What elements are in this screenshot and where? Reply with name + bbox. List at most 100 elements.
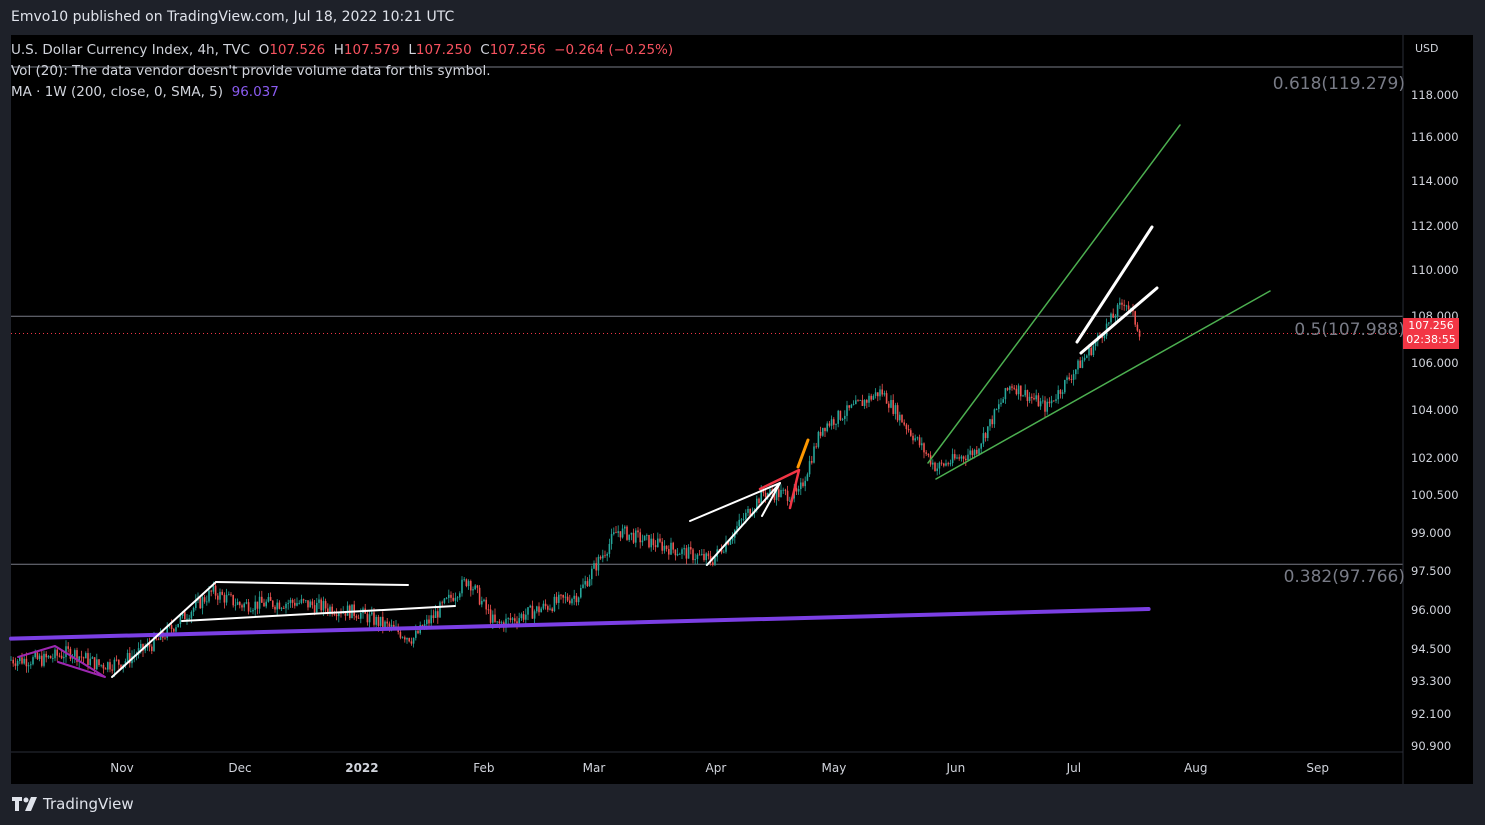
candle-body (932, 462, 934, 465)
candle-body (1090, 347, 1092, 356)
candle-body (709, 556, 712, 563)
candle-body (190, 611, 193, 619)
legend-high: 107.579 (343, 42, 400, 58)
candle-body (1046, 401, 1048, 412)
candle-body (34, 652, 36, 658)
candle-body (705, 553, 707, 561)
candle-body (382, 616, 384, 627)
candle-body (725, 541, 727, 552)
x-tick-label: Jul (1066, 761, 1081, 775)
legend-ma[interactable]: MA · 1W (200, close, 0, SMA, 5) 96.037 (11, 84, 279, 100)
y-tick-label: 99.000 (1411, 526, 1451, 540)
candle-body (890, 400, 892, 408)
candle-body (749, 509, 751, 516)
legend-volume[interactable]: Vol (20): The data vendor doesn't provid… (11, 63, 491, 79)
candle-body (1004, 388, 1007, 400)
candle-body (124, 661, 127, 665)
tradingview-logo[interactable]: TradingView (12, 795, 134, 813)
y-tick-label: 92.100 (1411, 707, 1451, 721)
candle-body (441, 602, 443, 604)
candle-body (311, 601, 314, 606)
candle-body (828, 423, 831, 426)
candle-body (839, 410, 842, 420)
candle-body (371, 612, 373, 615)
candle-body (958, 457, 960, 459)
candle-body (784, 489, 787, 491)
candle-body (830, 419, 833, 426)
candle-body (184, 611, 186, 620)
y-tick-label: 104.000 (1411, 403, 1459, 417)
candle-body (714, 557, 716, 565)
candle-body (894, 405, 897, 414)
candle-body (1112, 313, 1114, 318)
candle-body (639, 532, 641, 543)
candle-body (98, 659, 100, 666)
candle-body (461, 579, 463, 594)
chart-area[interactable] (11, 35, 1473, 784)
candle-body (302, 599, 305, 601)
candle-body (624, 526, 626, 529)
last-price-badge: 107.256 02:38:55 (1403, 318, 1459, 350)
candle-body (247, 602, 250, 612)
candle-body (987, 426, 989, 438)
candle-body (984, 433, 987, 438)
last-price: 107.256 (1408, 319, 1454, 333)
candle-body (1081, 360, 1084, 368)
candle-body (1044, 400, 1046, 412)
impulse-orange (796, 438, 810, 469)
candle-body (947, 463, 949, 465)
candle-body (1066, 377, 1068, 380)
candle-body (903, 422, 905, 425)
candle-body (833, 419, 835, 425)
candle-body (318, 599, 320, 603)
candle-body (1006, 388, 1009, 390)
candle-body (679, 553, 681, 555)
candle-body (560, 594, 562, 596)
candle-body (164, 637, 166, 639)
candle-body (892, 400, 894, 414)
candle-body (943, 463, 945, 466)
candle-body (542, 603, 545, 609)
candle-body (412, 637, 415, 644)
candle-body (12, 659, 14, 664)
candle-body (228, 594, 230, 596)
wedge-upper-line (689, 482, 781, 522)
candle-body (58, 655, 61, 657)
candle-body (760, 489, 762, 504)
candle-body (507, 618, 509, 619)
candle-body (305, 600, 307, 602)
candle-body (21, 657, 23, 664)
candle-body (555, 596, 558, 603)
candle-body (360, 613, 362, 619)
currency-label: USD (1415, 42, 1439, 55)
candle-body (107, 662, 109, 670)
candle-body (410, 641, 413, 644)
candle-body (483, 599, 485, 601)
candle-body (1138, 330, 1141, 337)
candle-body (157, 639, 160, 641)
candle-body (1013, 387, 1015, 389)
candle-body (456, 597, 459, 599)
candle-body (632, 532, 635, 543)
legend-symbol[interactable]: U.S. Dollar Currency Index, 4h, TVC (11, 42, 251, 58)
candle-body (940, 462, 943, 464)
candle-body (498, 621, 501, 624)
candle-body (923, 443, 925, 453)
candle-body (1110, 313, 1112, 323)
candle-body (1015, 388, 1018, 395)
candle-body (63, 657, 65, 659)
candle-body (250, 611, 252, 613)
candle-body (727, 541, 729, 545)
candle-body (291, 599, 294, 603)
candle-body (553, 596, 556, 612)
candle-body (536, 606, 538, 612)
candle-body (745, 512, 747, 520)
candle-body (652, 538, 655, 546)
candle-body (357, 617, 360, 619)
candle-body (736, 526, 738, 531)
candle-body (899, 414, 901, 421)
candle-body (322, 601, 325, 611)
x-tick-label: May (822, 761, 847, 775)
candle-body (236, 602, 239, 605)
